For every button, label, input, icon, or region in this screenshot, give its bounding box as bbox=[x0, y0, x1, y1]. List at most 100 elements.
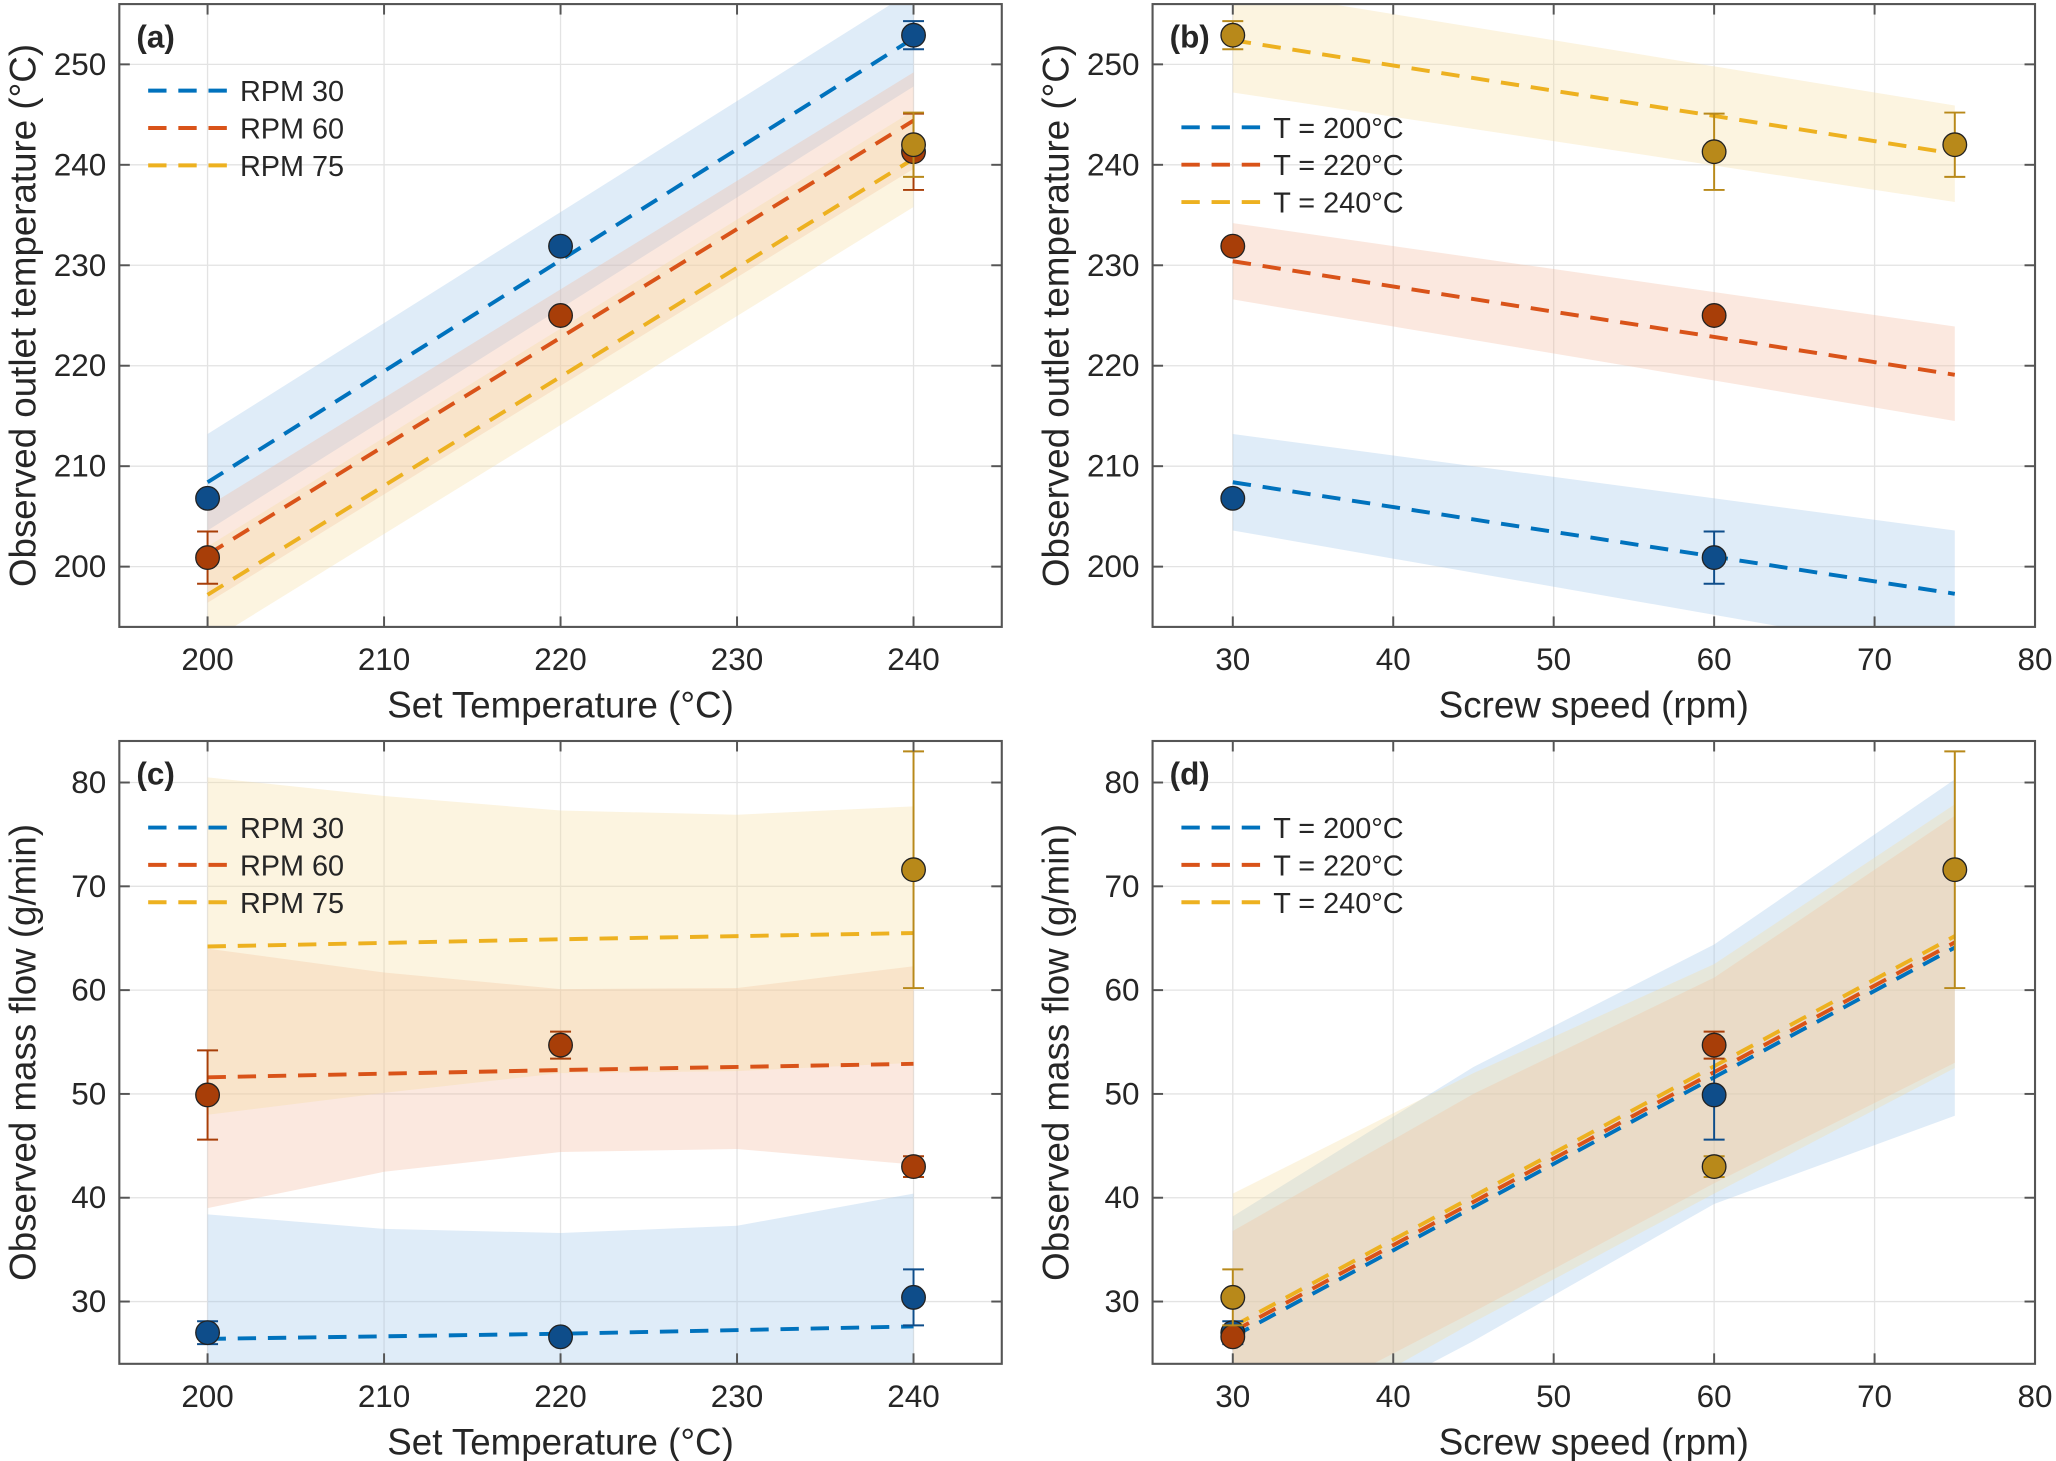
x-axis-label: Screw speed (rpm) bbox=[1439, 684, 1749, 725]
legend-label: RPM 60 bbox=[240, 113, 344, 145]
data-point bbox=[901, 857, 926, 883]
legend-label: RPM 75 bbox=[240, 151, 344, 183]
data-point bbox=[1220, 22, 1246, 48]
confidence-band-2 bbox=[207, 948, 914, 1209]
x-axis-label: Screw speed (rpm) bbox=[1439, 1421, 1749, 1461]
x-tick-label: 70 bbox=[1857, 1379, 1892, 1414]
data-point bbox=[548, 1032, 574, 1058]
x-axis-label: Set Temperature (°C) bbox=[387, 1421, 733, 1461]
y-axis-label: Observed mass flow (g/min) bbox=[2, 824, 43, 1281]
data-point bbox=[1942, 132, 1968, 158]
legend-label: RPM 60 bbox=[240, 850, 344, 882]
panel-label: (a) bbox=[136, 19, 174, 54]
y-tick-label: 250 bbox=[1087, 47, 1139, 82]
y-tick-label: 50 bbox=[1104, 1076, 1139, 1111]
data-point bbox=[901, 1154, 926, 1180]
fit-line-2 bbox=[1231, 940, 1956, 1334]
data-point bbox=[1701, 139, 1727, 165]
panel-b: 30 40 50 60 70 80 200 210 220 230 240 250 Screw spee… bbox=[1036, 3, 2053, 725]
panel-c: 200 210 220 230 240 30 40 50 60 70 80 Set Temperatu… bbox=[2, 739, 1003, 1461]
confidence-band-2 bbox=[1232, 815, 1955, 1364]
data-point bbox=[548, 1324, 574, 1350]
data-point bbox=[195, 485, 221, 511]
y-axis-label: Observed outlet temperature (°C) bbox=[2, 44, 43, 587]
x-tick-label: 210 bbox=[358, 1379, 410, 1414]
y-tick-label: 250 bbox=[54, 47, 106, 82]
x-tick-label: 60 bbox=[1697, 1379, 1732, 1414]
confidence-band-3 bbox=[1232, 804, 1955, 1364]
x-axis-label: Set Temperature (°C) bbox=[387, 684, 733, 725]
panel-d: 30 40 50 60 70 80 30 40 50 60 70 80 Screw speed (rpm… bbox=[1036, 739, 2053, 1461]
x-tick-label: 240 bbox=[887, 642, 939, 677]
x-tick-label: 240 bbox=[887, 1379, 939, 1414]
data-point bbox=[548, 233, 574, 259]
fit-line-1 bbox=[1232, 480, 1956, 596]
plot-content bbox=[206, 4, 915, 627]
y-axis-label: Observed mass flow (g/min) bbox=[1036, 824, 1077, 1281]
panel-label: (d) bbox=[1170, 756, 1210, 791]
x-tick-label: 230 bbox=[711, 642, 763, 677]
data-point bbox=[1701, 1082, 1727, 1108]
fit-line-1 bbox=[207, 1324, 914, 1341]
x-tick-label: 50 bbox=[1536, 642, 1571, 677]
y-tick-label: 200 bbox=[54, 549, 106, 584]
x-tick-label: 40 bbox=[1376, 642, 1411, 677]
fit-line-3 bbox=[1232, 38, 1956, 156]
y-tick-label: 210 bbox=[1087, 449, 1139, 484]
fit-line-1 bbox=[206, 36, 915, 484]
data-point bbox=[195, 1320, 221, 1346]
fit-line-2 bbox=[206, 118, 915, 557]
confidence-band-1 bbox=[1232, 779, 1955, 1364]
confidence-band-3 bbox=[207, 777, 914, 1115]
legend-label: T = 200°C bbox=[1273, 813, 1403, 845]
y-tick-label: 70 bbox=[1104, 869, 1139, 904]
x-tick-label: 220 bbox=[534, 642, 586, 677]
axes-frame bbox=[1151, 739, 2037, 1365]
data-point bbox=[901, 132, 926, 158]
y-tick-label: 60 bbox=[1104, 973, 1139, 1008]
legend-label: RPM 30 bbox=[240, 76, 344, 108]
y-tick-label: 30 bbox=[71, 1284, 106, 1319]
y-tick-label: 220 bbox=[1087, 348, 1139, 383]
x-tick-label: 40 bbox=[1376, 1379, 1411, 1414]
legend-label: T = 200°C bbox=[1273, 113, 1403, 145]
x-tick-label: 230 bbox=[711, 1379, 763, 1414]
fit-line-2 bbox=[207, 1061, 914, 1080]
data-point bbox=[195, 1082, 221, 1108]
x-tick-label: 210 bbox=[358, 642, 410, 677]
data-point bbox=[548, 303, 574, 328]
y-tick-label: 200 bbox=[1087, 549, 1139, 584]
y-tick-label: 60 bbox=[71, 973, 106, 1008]
y-tick-label: 50 bbox=[71, 1076, 106, 1111]
x-tick-label: 70 bbox=[1857, 642, 1892, 677]
fit-line-1 bbox=[1231, 945, 1956, 1339]
fit-line-3 bbox=[1231, 934, 1956, 1329]
axes-frame bbox=[1151, 3, 2037, 628]
y-tick-label: 210 bbox=[54, 449, 106, 484]
y-tick-label: 80 bbox=[1104, 765, 1139, 800]
x-tick-label: 30 bbox=[1215, 1379, 1250, 1414]
x-tick-label: 200 bbox=[181, 642, 233, 677]
y-tick-label: 230 bbox=[54, 248, 106, 283]
data-point bbox=[1942, 857, 1968, 883]
confidence-band-2 bbox=[1232, 223, 1955, 421]
y-tick-label: 80 bbox=[71, 765, 106, 800]
x-tick-label: 50 bbox=[1536, 1379, 1571, 1414]
panel-a: 200 210 220 230 240 200 210 220 230 240 250 Set Tem… bbox=[2, 3, 1003, 725]
fit-line-3 bbox=[206, 157, 915, 597]
data-point bbox=[1701, 303, 1727, 328]
data-point bbox=[901, 22, 926, 48]
confidence-band-1 bbox=[207, 1193, 914, 1364]
data-point bbox=[1220, 485, 1246, 511]
y-tick-label: 220 bbox=[54, 348, 106, 383]
fit-line-3 bbox=[207, 931, 914, 949]
y-tick-label: 240 bbox=[54, 147, 106, 182]
confidence-band-3 bbox=[207, 110, 914, 627]
y-tick-label: 30 bbox=[1104, 1284, 1139, 1319]
panel-label: (c) bbox=[136, 756, 174, 791]
confidence-band-1 bbox=[1232, 434, 1955, 627]
legend-label: RPM 75 bbox=[240, 888, 344, 920]
data-point bbox=[1220, 1324, 1246, 1350]
y-tick-label: 240 bbox=[1087, 147, 1139, 182]
